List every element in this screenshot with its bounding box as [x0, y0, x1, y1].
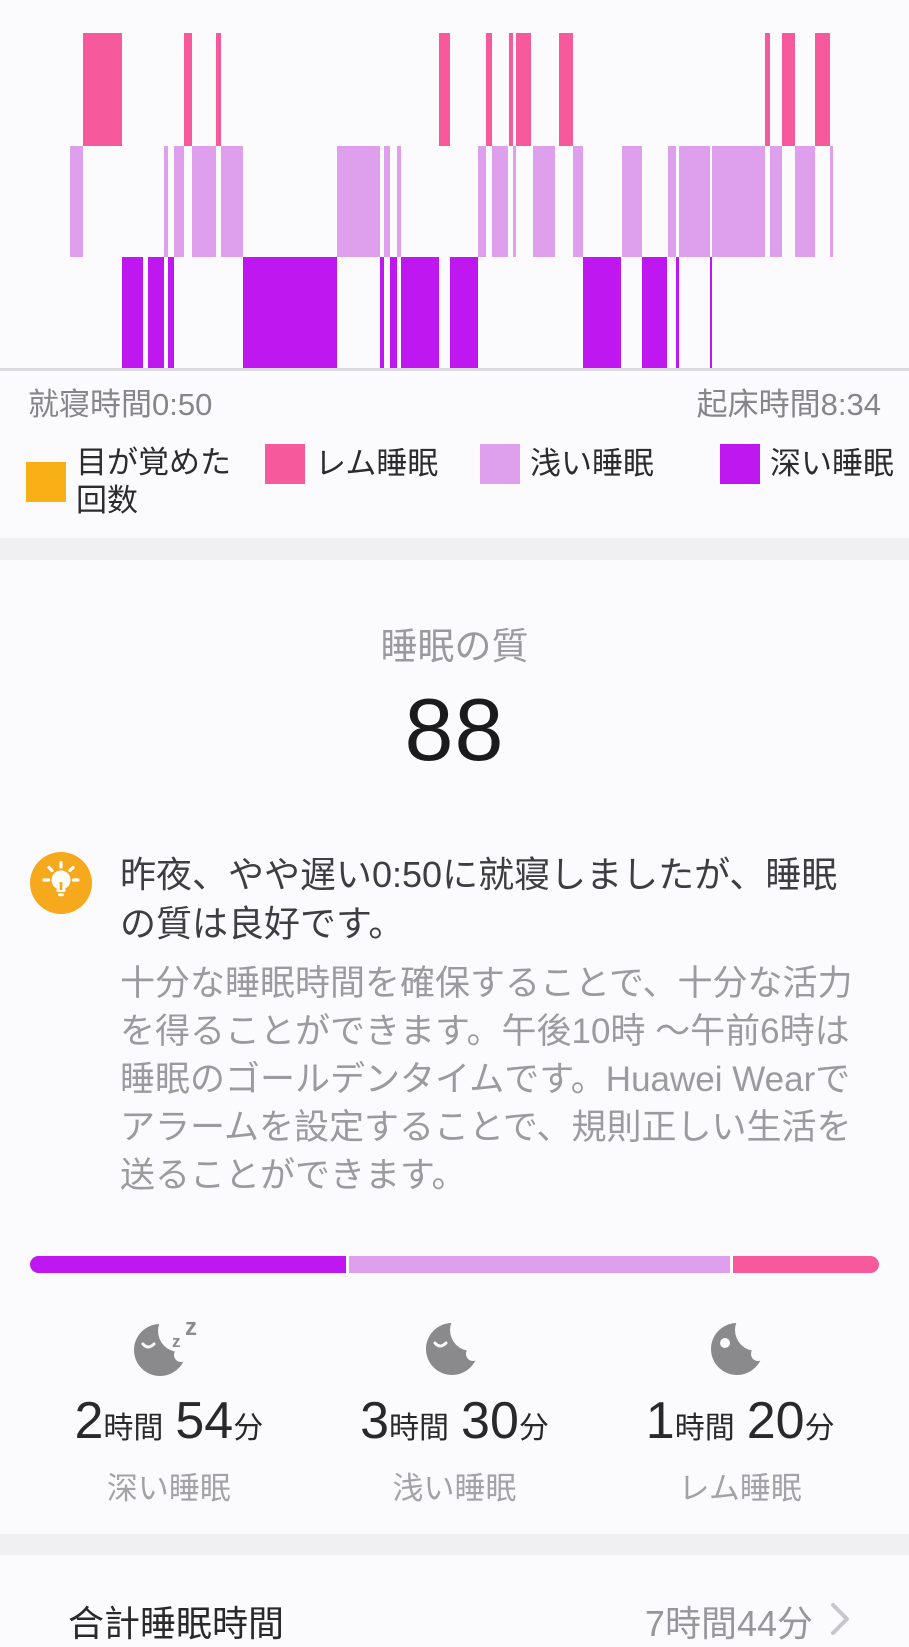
hypnogram-segment-light — [712, 146, 765, 257]
sleep-stage-hypnogram — [0, 0, 909, 371]
sleep-tip-block: 昨夜、やや遅い0:50に就寝しましたが、睡眠の質は良好です。 十分な睡眠時間を確… — [0, 850, 909, 1200]
hypnogram-segment-light — [533, 146, 556, 257]
svg-text:z: z — [172, 1332, 181, 1351]
hypnogram-segment-deep — [710, 257, 712, 368]
svg-text:z: z — [185, 1314, 197, 1341]
hypnogram-segment-light — [573, 146, 584, 257]
hypnogram-segment-rem — [516, 33, 532, 146]
rem-sleep-label: レム睡眠 — [678, 1471, 802, 1506]
hypnogram-segment-deep — [389, 257, 397, 368]
total-sleep-value: 7時間44分 — [644, 1603, 813, 1644]
legend-item-light: 浅い睡眠 — [480, 444, 720, 484]
hypnogram-segment-deep — [147, 257, 164, 368]
hypnogram-segment-light — [69, 146, 83, 257]
stat-light-sleep: 3時間 30分 浅い睡眠 — [312, 1309, 598, 1508]
tip-headline: 昨夜、やや遅い0:50に就寝しましたが、睡眠の質は良好です。 — [120, 854, 838, 944]
legend-label-deep: 深い睡眠 — [770, 446, 894, 481]
hypnogram-segment-light — [173, 146, 184, 257]
stat-deep-sleep: z z 2時間 54分 深い睡眠 — [26, 1310, 312, 1508]
awake-color-swatch — [26, 462, 66, 502]
hypnogram-segment-deep — [400, 257, 439, 368]
distribution-segment-deep — [30, 1256, 347, 1273]
stage-distribution-bar — [30, 1256, 879, 1273]
hypnogram-segment-deep — [121, 257, 143, 368]
hypnogram-segment-deep — [642, 257, 667, 368]
light-sleep-duration: 3時間 30分 — [360, 1392, 549, 1450]
moon-open-eye-icon — [597, 1309, 883, 1379]
rem-color-swatch — [265, 444, 305, 484]
hypnogram-segment-light — [396, 146, 401, 257]
hypnogram-segment-light — [830, 146, 833, 257]
sleep-quality-score: 88 — [404, 680, 505, 779]
moon-zzz-icon: z z — [26, 1310, 312, 1379]
hypnogram-segment-light — [668, 146, 676, 257]
hypnogram-segment-light — [679, 146, 710, 257]
hypnogram-segment-light — [477, 146, 487, 257]
hypnogram-segment-deep — [242, 257, 337, 368]
hypnogram-segment-deep — [449, 257, 478, 368]
hypnogram-segment-light — [383, 146, 390, 257]
distribution-segment-rem — [733, 1256, 879, 1273]
light-sleep-label: 浅い睡眠 — [392, 1471, 517, 1506]
chevron-right-icon[interactable] — [829, 1600, 851, 1643]
hypnogram-segment-rem — [782, 33, 795, 146]
legend-label-rem: レム睡眠 — [315, 446, 439, 481]
deep-sleep-duration: 2時間 54分 — [74, 1392, 264, 1450]
legend-item-awake: 目が覚めた回数 — [26, 444, 265, 520]
section-divider — [0, 538, 909, 560]
stage-stats-row: z z 2時間 54分 深い睡眠 3時間 30分 浅い睡眠 — [0, 1309, 909, 1508]
total-sleep-row[interactable]: 合計睡眠時間 7時間44分 — [0, 1555, 909, 1647]
hypnogram-segment-deep — [379, 257, 384, 368]
stat-rem-sleep: 1時間 20分 レム睡眠 — [597, 1309, 883, 1508]
total-sleep-label: 合計睡眠時間 — [68, 1603, 285, 1644]
sleep-times-row: 就寝時間0:50 起床時間8:34 — [0, 371, 909, 424]
hypnogram-segment-light — [163, 146, 168, 257]
deep-sleep-label: 深い睡眠 — [106, 1471, 231, 1506]
moon-closed-eye-icon — [312, 1309, 598, 1379]
sleep-quality-title: 睡眠の質 — [380, 626, 529, 667]
hypnogram-segment-deep — [167, 257, 174, 368]
distribution-segment-light — [349, 1256, 731, 1273]
hypnogram-segment-light — [622, 146, 642, 257]
sleep-legend: 目が覚めた回数 レム睡眠 浅い睡眠 深い睡眠 — [0, 424, 909, 536]
hypnogram-segment-rem — [508, 33, 514, 146]
hypnogram-segment-rem — [559, 33, 574, 146]
hypnogram-segment-light — [220, 146, 243, 257]
legend-item-rem: レム睡眠 — [265, 444, 480, 484]
legend-label-light: 浅い睡眠 — [530, 446, 654, 481]
hypnogram-segment-rem — [765, 33, 770, 146]
section-divider — [0, 1534, 909, 1555]
hypnogram-segment-deep — [583, 257, 622, 368]
light-color-swatch — [480, 444, 520, 484]
hypnogram-segment-rem — [183, 33, 192, 146]
hypnogram-segment-rem — [82, 33, 122, 146]
legend-label-awake: 目が覚めた回数 — [76, 445, 231, 518]
hypnogram-segment-light — [770, 146, 782, 257]
bedtime-label: 就寝時間0:50 — [28, 387, 213, 422]
wake-time-label: 起床時間8:34 — [696, 387, 881, 422]
hypnogram-segment-rem — [486, 33, 493, 146]
hypnogram-segment-rem — [815, 33, 830, 146]
rem-sleep-duration: 1時間 20分 — [645, 1392, 835, 1450]
hypnogram-segment-light — [336, 146, 380, 257]
hypnogram-segment-rem — [215, 33, 221, 146]
hypnogram-segment-deep — [676, 257, 679, 368]
hypnogram-segment-light — [513, 146, 517, 257]
hypnogram-segment-light — [191, 146, 216, 257]
legend-item-deep: 深い睡眠 — [720, 444, 909, 484]
lightbulb-icon — [30, 852, 92, 919]
hypnogram-segment-rem — [438, 33, 450, 146]
hypnogram-segment-light — [795, 146, 815, 257]
deep-color-swatch — [720, 444, 760, 484]
hypnogram-segment-light — [492, 146, 509, 257]
tip-body: 十分な睡眠時間を確保することで、十分な活力を得ることができます。午後10時 ～午… — [120, 964, 853, 1195]
